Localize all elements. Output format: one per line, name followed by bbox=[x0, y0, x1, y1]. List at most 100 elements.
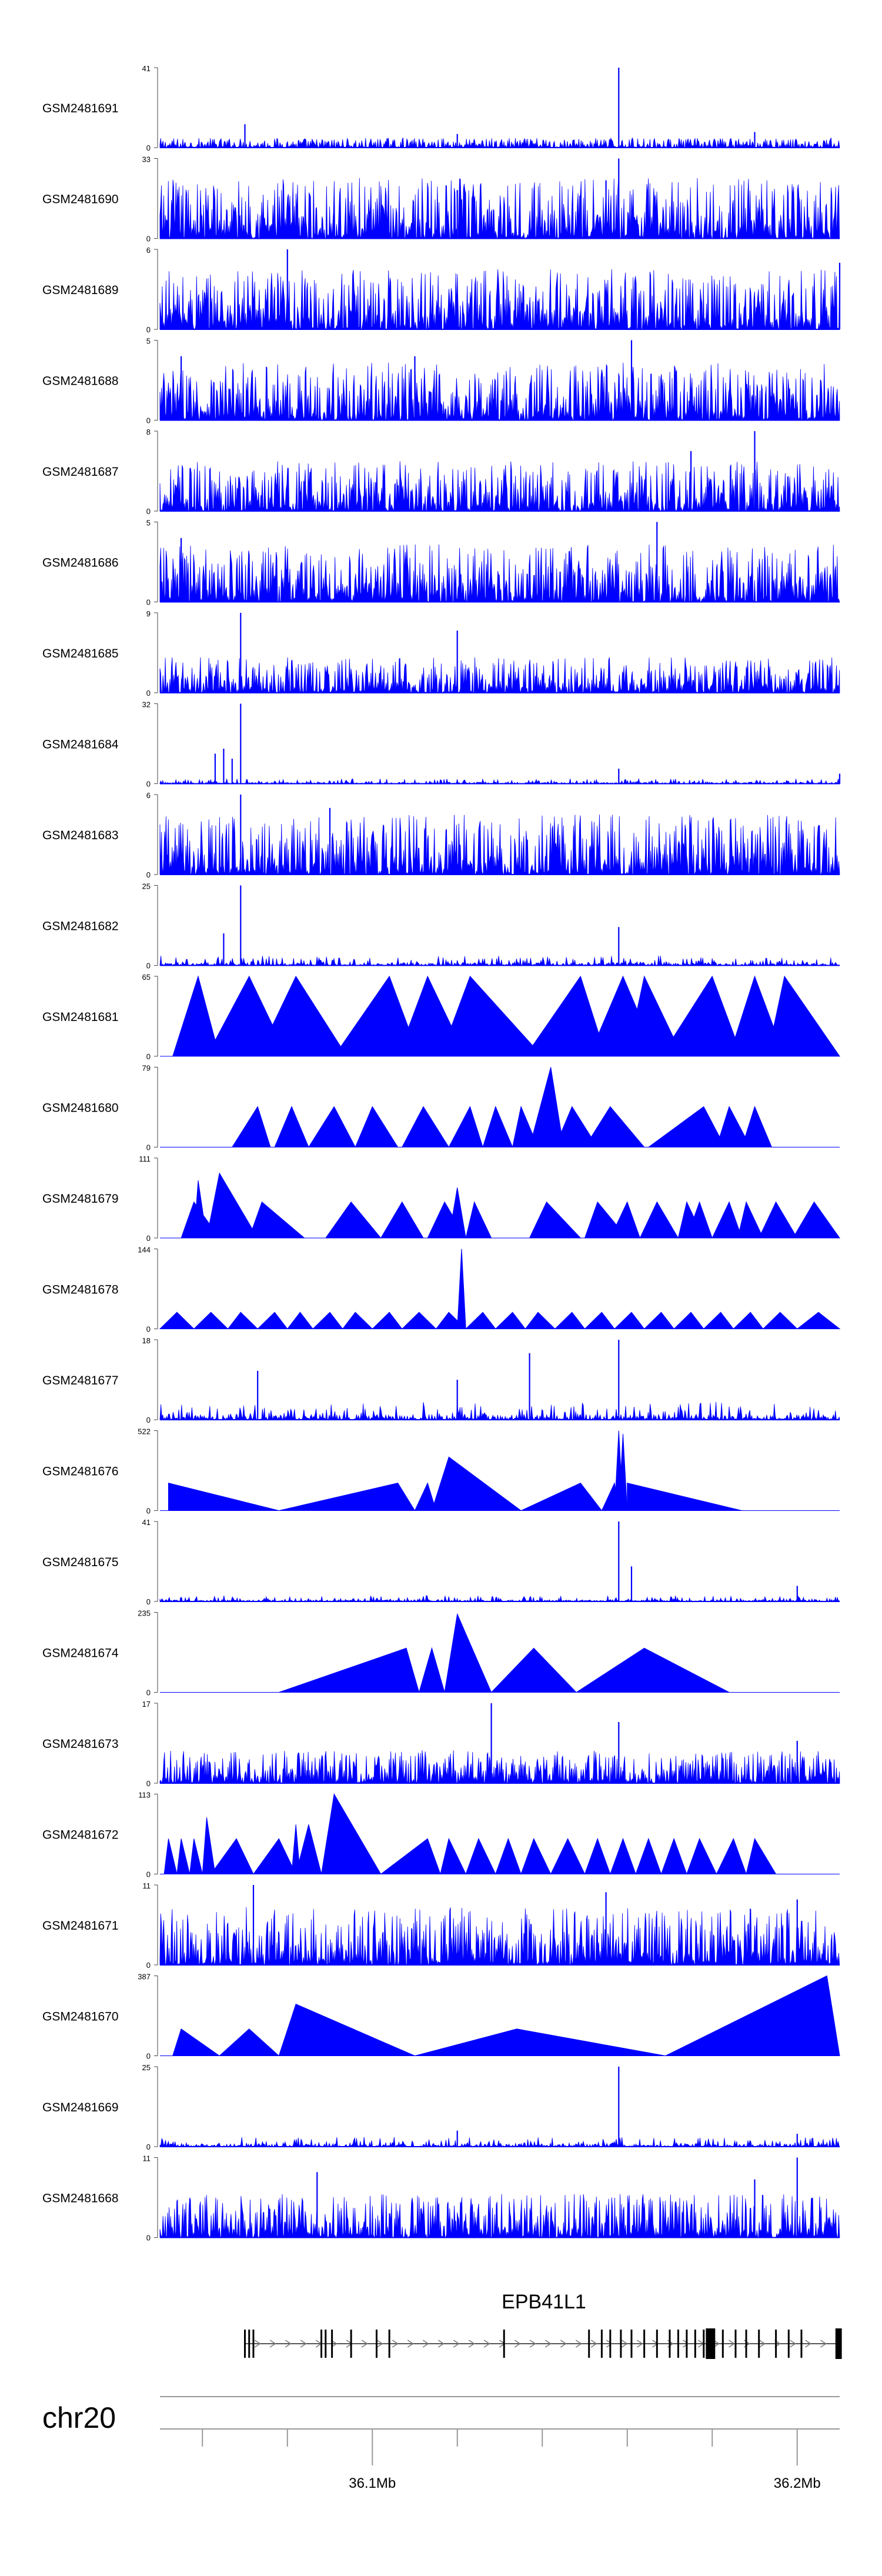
coverage-peak bbox=[210, 1838, 254, 1874]
strand-arrow bbox=[514, 2340, 521, 2348]
coverage-peak bbox=[189, 1838, 203, 1874]
y-max-label: 111 bbox=[139, 1154, 151, 1163]
coverage-peak bbox=[610, 1837, 636, 1874]
coverage-peak bbox=[253, 1838, 296, 1874]
coverage-peak bbox=[206, 1172, 259, 1239]
coverage-peak bbox=[529, 1201, 582, 1239]
track-GSM2481681: GSM2481681 65 0 bbox=[42, 973, 840, 1061]
coverage-peak bbox=[520, 1838, 552, 1874]
exon bbox=[350, 2330, 352, 2358]
gene-model bbox=[244, 2328, 842, 2359]
coverage-signal bbox=[159, 1402, 840, 1421]
track-label: GSM2481672 bbox=[42, 1828, 119, 1842]
strand-arrow bbox=[713, 2340, 720, 2348]
y-max-label: 79 bbox=[142, 1064, 151, 1073]
coverage-peak bbox=[643, 1312, 675, 1329]
y-min-label: 0 bbox=[146, 1597, 151, 1606]
y-min-label: 0 bbox=[146, 1234, 151, 1243]
strand-arrow bbox=[637, 2340, 643, 2348]
strand-arrow bbox=[300, 2340, 307, 2348]
track-label: GSM2481678 bbox=[42, 1283, 119, 1297]
exon bbox=[694, 2330, 696, 2358]
coverage-peak bbox=[716, 1106, 751, 1147]
strand-arrow bbox=[422, 2340, 429, 2348]
exon bbox=[588, 2330, 590, 2358]
coverage-peak bbox=[554, 1312, 586, 1329]
y-min-label: 0 bbox=[146, 1325, 151, 1334]
coverage-peak bbox=[639, 1201, 679, 1239]
y-max-label: 11 bbox=[143, 2154, 151, 2163]
coverage-peak bbox=[758, 1201, 798, 1239]
y-min-label: 0 bbox=[146, 870, 151, 879]
coverage-peak bbox=[325, 1201, 382, 1239]
y-max-label: 25 bbox=[142, 2063, 151, 2072]
coverage-peak bbox=[647, 1106, 726, 1147]
track-GSM2481680: GSM2481680 79 0 bbox=[42, 1064, 840, 1152]
y-max-label: 9 bbox=[146, 609, 151, 618]
coverage-peak bbox=[584, 1106, 645, 1147]
exon bbox=[375, 2330, 377, 2358]
y-max-label: 41 bbox=[142, 1518, 151, 1527]
y-max-label: 33 bbox=[142, 155, 151, 164]
coverage-peak bbox=[495, 1312, 526, 1329]
coverage-peak bbox=[231, 1106, 271, 1147]
y-min-label: 0 bbox=[146, 689, 151, 698]
coverage-peak bbox=[529, 1067, 564, 1147]
y-min-label: 0 bbox=[146, 962, 151, 970]
exon bbox=[244, 2330, 246, 2358]
track-GSM2481682: GSM2481682 25 0 bbox=[42, 882, 840, 970]
coverage-signal bbox=[159, 461, 840, 512]
track-GSM2481668: GSM2481668 11 0 bbox=[42, 2154, 840, 2243]
exon bbox=[775, 2330, 777, 2358]
coverage-peak bbox=[575, 1647, 730, 1693]
coverage-peak bbox=[321, 1793, 382, 1874]
coverage-peak bbox=[796, 1312, 841, 1329]
coverage-peak bbox=[741, 1106, 773, 1147]
strand-arrow bbox=[621, 2340, 628, 2348]
y-min-label: 0 bbox=[146, 325, 151, 334]
y-min-label: 0 bbox=[146, 1507, 151, 1516]
exon bbox=[703, 2330, 705, 2358]
coverage-peak bbox=[554, 1106, 599, 1147]
coverage-peak bbox=[172, 975, 220, 1057]
track-GSM2481679: GSM2481679 111 0 bbox=[42, 1154, 840, 1243]
coverage-peak bbox=[792, 1201, 840, 1239]
y-max-label: 65 bbox=[142, 973, 151, 982]
coverage-peak bbox=[218, 2028, 280, 2056]
y-min-label: 0 bbox=[146, 2143, 151, 2151]
coverage-signal bbox=[159, 657, 840, 694]
coverage-signal bbox=[159, 178, 840, 240]
exon bbox=[686, 2330, 688, 2358]
exon bbox=[758, 2330, 760, 2358]
coverage-peak bbox=[431, 1456, 522, 1511]
track-label: GSM2481685 bbox=[42, 647, 119, 660]
coverage-signal bbox=[159, 544, 840, 603]
strand-arrow bbox=[729, 2340, 735, 2348]
strand-arrow bbox=[560, 2340, 567, 2348]
coverage-peak bbox=[550, 1838, 586, 1874]
coverage-peak bbox=[308, 1106, 356, 1147]
coverage-peak bbox=[737, 1201, 764, 1239]
axis-marks: 36.1Mb 36.2Mb bbox=[160, 2396, 840, 2491]
strand-arrow bbox=[437, 2340, 445, 2348]
track-label: GSM2481671 bbox=[42, 1919, 119, 1933]
coverage-peak bbox=[490, 1647, 577, 1693]
y-max-label: 17 bbox=[142, 1700, 151, 1709]
coverage-peak bbox=[465, 1201, 492, 1239]
coverage-peak bbox=[444, 1613, 492, 1693]
coverage-peak bbox=[635, 1837, 662, 1874]
coverage-peak bbox=[584, 1312, 616, 1329]
exon bbox=[630, 2330, 633, 2358]
strand-arrow bbox=[269, 2340, 276, 2348]
coverage-signal bbox=[159, 956, 840, 967]
coverage-peak bbox=[716, 1838, 747, 1874]
exon bbox=[677, 2330, 679, 2358]
major-tick-label: 36.2Mb bbox=[774, 2475, 821, 2491]
track-GSM2481689: GSM2481689 6 0 bbox=[42, 246, 841, 334]
exon bbox=[669, 2330, 671, 2358]
coverage-peak bbox=[618, 1434, 628, 1511]
coverage-peak bbox=[401, 1106, 450, 1147]
coverage-peak bbox=[627, 1482, 742, 1511]
data-tracks: GSM2481691410GSM2481690330GSM248168960GS… bbox=[42, 64, 841, 2243]
